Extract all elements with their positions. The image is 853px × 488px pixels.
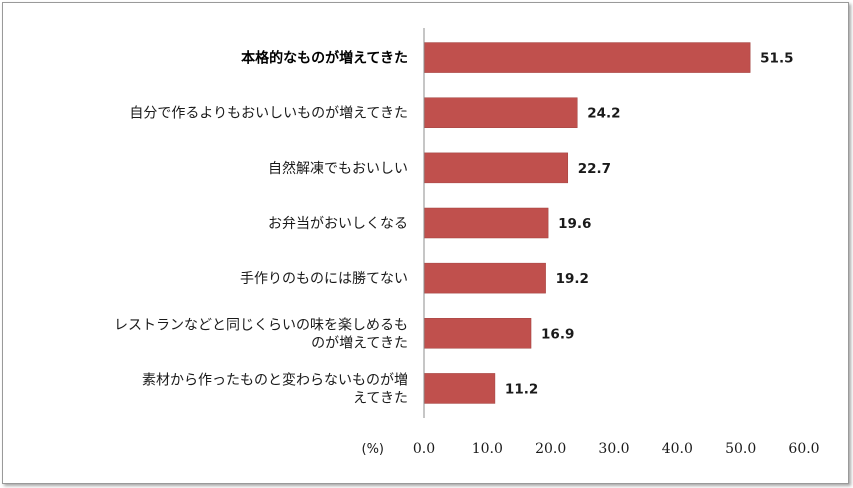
value-axis-ticks: 0.0 10.0 20.0 30.0 40.0 50.0 60.0: [413, 441, 820, 457]
category-label-4-line-0: 手作りのものには勝てない: [240, 271, 408, 287]
value-label-2: 22.7: [578, 161, 611, 177]
tick-label-1: 10.0: [472, 441, 503, 457]
category-label-2-line-0: 自然解凍でもおいしい: [268, 160, 408, 177]
category-label-5: レストランなどと同じくらいの味を楽しめるものが増えてきた: [114, 317, 408, 351]
tick-label-5: 50.0: [725, 441, 756, 457]
tick-label-4: 40.0: [662, 441, 693, 457]
value-label-5: 16.9: [541, 326, 574, 342]
bar-5: [423, 318, 532, 349]
category-label-1-line-0: 自分で作るよりもおいしいものが増えてきた: [129, 106, 408, 122]
unit-label: (%): [362, 442, 385, 457]
category-label-5-line-0: レストランなどと同じくらいの味を楽しめるも: [114, 317, 408, 333]
category-label-6: 素材から作ったものと変わらないものが増えてきた: [142, 371, 408, 406]
value-label-6: 11.2: [505, 381, 538, 397]
category-label-3: お弁当がおいしくなる: [268, 216, 408, 232]
tick-label-6: 60.0: [788, 441, 819, 457]
bar-0: [423, 42, 751, 73]
value-labels: 51.5 24.2 22.7 19.6 19.2 16.9 11.2: [505, 51, 794, 398]
bar-3: [423, 207, 549, 239]
value-label-3: 19.6: [558, 216, 591, 232]
category-label-5-line-1: のが増えてきた: [311, 335, 408, 351]
bar-4: [423, 262, 546, 294]
tick-label-3: 30.0: [598, 441, 629, 457]
category-labels: 本格的なものが増えてきた自分で作るよりもおいしいものが増えてきた自然解凍でもおい…: [114, 50, 408, 407]
value-label-1: 24.2: [587, 106, 620, 122]
tick-label-0: 0.0: [413, 441, 435, 457]
category-label-3-line-0: お弁当がおいしくなる: [268, 216, 408, 232]
category-label-4: 手作りのものには勝てない: [240, 271, 408, 287]
value-label-4: 19.2: [556, 271, 589, 287]
category-label-0: 本格的なものが増えてきた: [241, 50, 408, 67]
category-label-6-line-0: 素材から作ったものと変わらないものが増: [142, 371, 408, 388]
category-label-0-line-0: 本格的なものが増えてきた: [241, 50, 408, 67]
tick-label-2: 20.0: [535, 441, 566, 457]
category-label-2: 自然解凍でもおいしい: [268, 160, 408, 177]
bar-6: [423, 373, 496, 404]
bar-2: [423, 152, 569, 184]
value-label-0: 51.5: [760, 51, 793, 67]
bars-group: [423, 42, 751, 404]
category-label-6-line-1: えてきた: [353, 390, 408, 406]
bar-1: [423, 97, 578, 128]
category-label-1: 自分で作るよりもおいしいものが増えてきた: [129, 106, 408, 122]
